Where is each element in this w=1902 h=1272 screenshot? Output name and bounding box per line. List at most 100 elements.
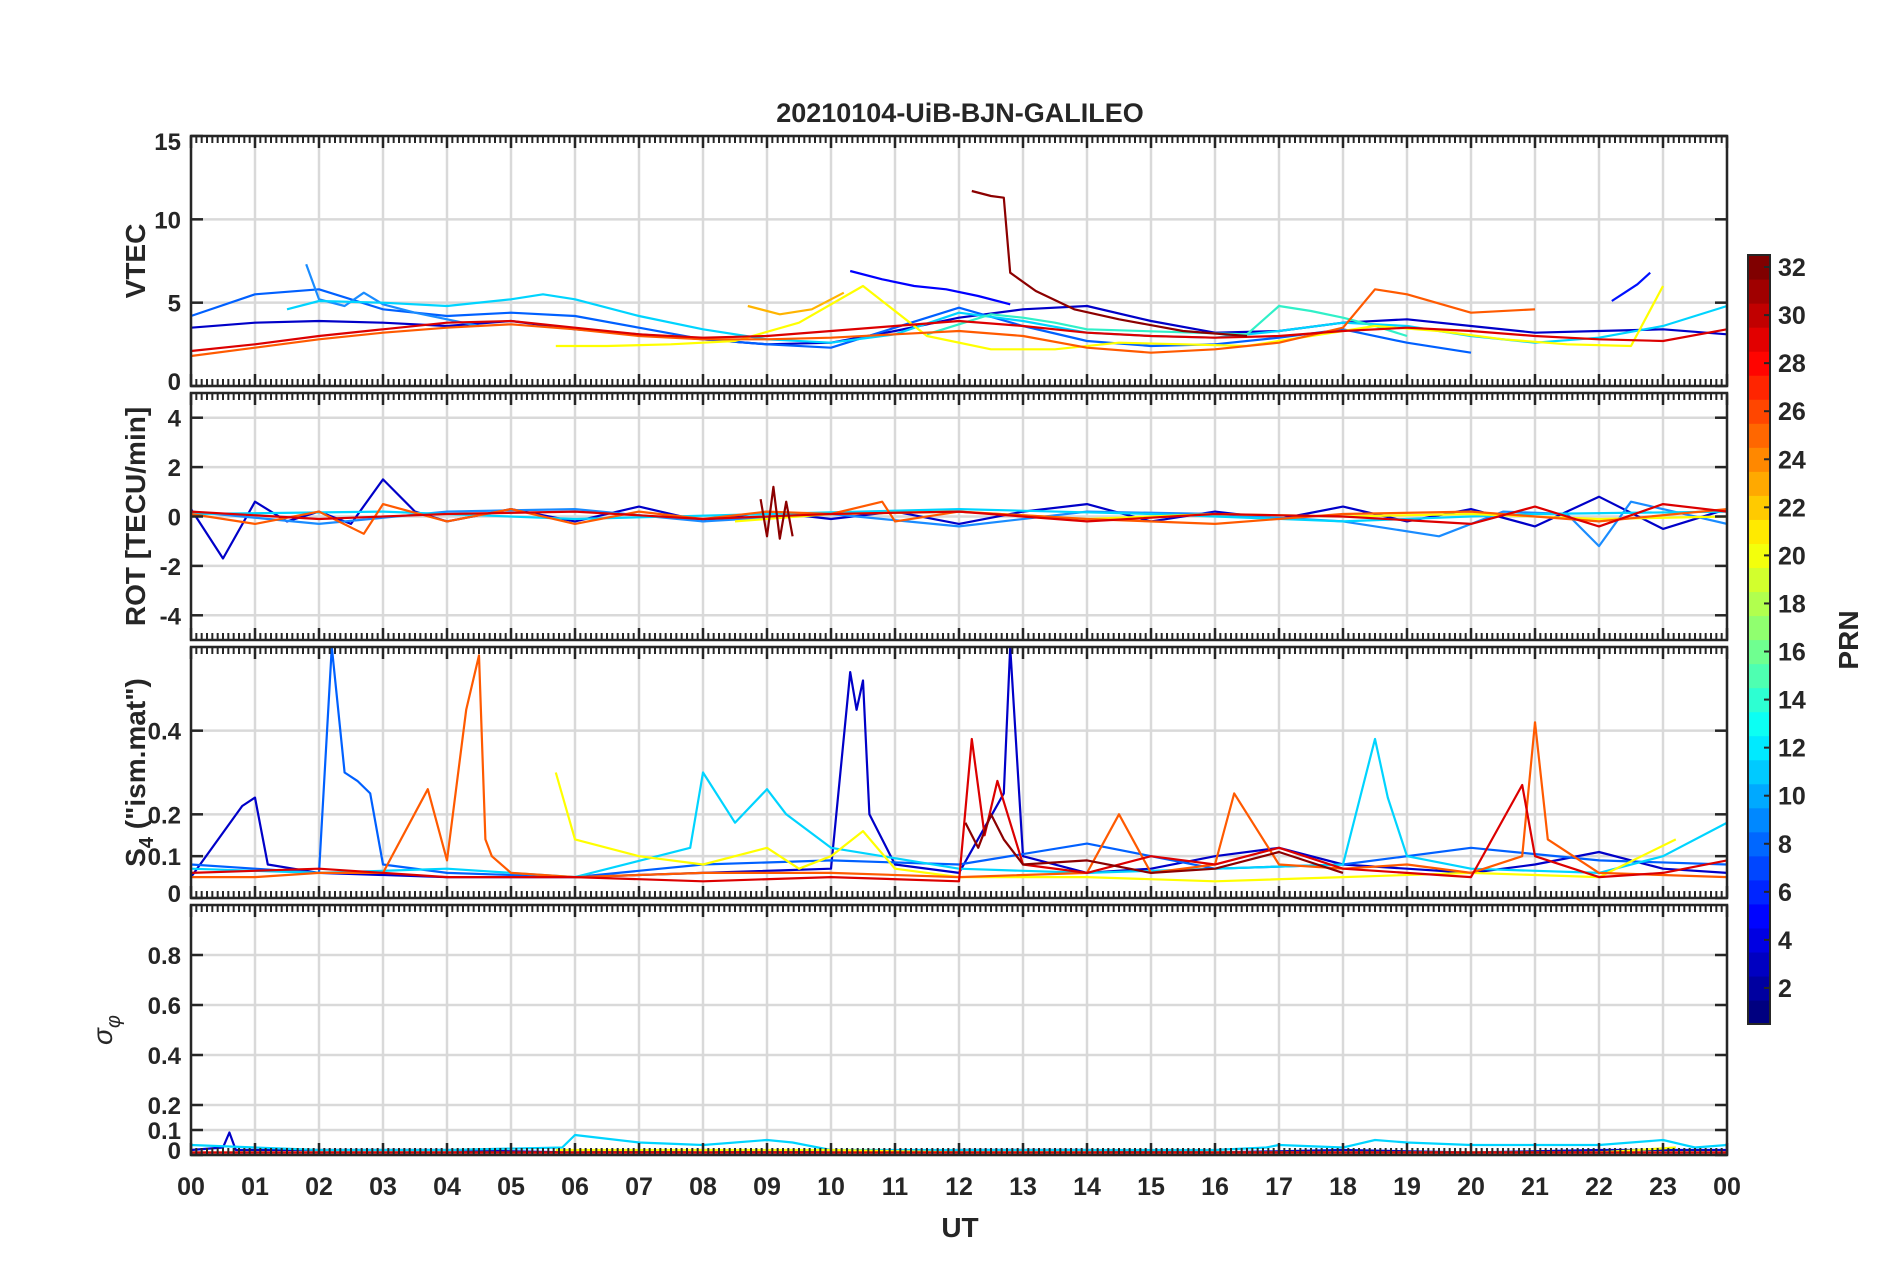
colorbar-swatch [1748,831,1770,857]
y-axis-label: ROT [TECU/min] [120,407,151,626]
x-tick-label: 04 [433,1173,461,1201]
x-tick-label: 06 [561,1173,589,1201]
series-prn-32 [971,189,1248,338]
y-tick-label: -4 [160,603,182,630]
x-axis-label: UT [941,1212,978,1243]
colorbar-swatch [1748,735,1770,761]
colorbar-swatch [1748,519,1770,544]
grid [189,905,1729,1157]
y-axis-label: VTEC [120,224,151,299]
x-tick-label: 15 [1137,1173,1165,1201]
series-prn-8 [191,500,1727,548]
y-tick-label: 0 [168,881,181,908]
colorbar-tick-label: 30 [1778,302,1806,330]
x-tick-label: 08 [689,1173,717,1201]
series-prn-6 [191,288,1472,354]
y-tick-label: -2 [160,554,181,581]
y-ticks: -4 -2 0 2 4 [160,406,1727,630]
series-prn-25 [191,288,1536,358]
colorbar-tick-label: 20 [1778,542,1806,570]
y-tick-label: 10 [154,207,181,234]
x-tick-label: 23 [1649,1173,1677,1201]
x-tick-label: 22 [1585,1173,1613,1201]
y-axis-label: σφ [87,1015,125,1045]
y-tick-label: 0.2 [148,802,181,829]
colorbar-swatch [1748,279,1770,304]
x-ticks [189,905,1729,1155]
colorbar-tick-label: 16 [1778,639,1806,667]
colorbar-tick-label: 24 [1778,446,1806,474]
colorbar-swatch [1748,855,1770,881]
series-prn-20 [554,772,1677,883]
series-prn-30 [191,319,1727,353]
colorbar-swatch [1748,471,1770,496]
colorbar-label: PRN [1833,610,1864,669]
series-prn-30 [191,737,1727,883]
series-prn-22 [747,291,845,316]
x-tick-label: 21 [1521,1173,1549,1201]
colorbar-swatch [1748,927,1770,953]
colorbar-swatch [1748,327,1770,352]
colorbar-swatch [1748,903,1770,929]
x-tick-label: 02 [305,1173,333,1201]
y-tick-label: 5 [168,291,181,318]
x-tick-label: 13 [1009,1173,1037,1201]
colorbar-tick-label: 32 [1778,254,1806,282]
series-prn-30 [191,503,1727,528]
colorbar-tick-label: 22 [1778,494,1806,522]
y-tick-label: 0.6 [148,993,181,1020]
x-tick-label: 11 [882,1173,909,1201]
colorbar-swatch [1748,447,1770,472]
series-prn-32 [964,813,1344,874]
y-tick-label: 0.1 [148,1118,181,1145]
colorbar-swatch [1748,639,1770,665]
x-tick-label: 09 [753,1173,781,1201]
colorbar-swatch [1748,999,1770,1025]
series-prn-20 [555,284,1664,351]
colorbar-swatch [1748,879,1770,905]
y-ticks: 0 0.1 0.2 0.4 [148,719,1727,908]
y-tick-label: 0.8 [148,943,181,970]
series-group [191,478,1727,560]
colorbar-tick-label: 8 [1778,831,1792,859]
y-tick-label: 0.4 [148,1043,182,1070]
x-tick-label: 17 [1265,1173,1293,1201]
colorbar-swatch [1748,783,1770,809]
x-tick-label: 07 [625,1173,653,1201]
colorbar-swatch [1748,591,1770,617]
colorbar-tick-label: 4 [1778,927,1792,955]
panel-3: 0 0.1 0.2 0.4S4 ("ism.mat") [120,645,1729,908]
x-tick-label: 20 [1457,1173,1485,1201]
colorbar-tick-label: 2 [1778,975,1792,1003]
y-tick-label: 0 [168,505,181,532]
y-tick-label: 2 [168,455,181,482]
colorbar-tick-label: 26 [1778,398,1806,426]
colorbar-swatch [1748,351,1770,376]
panel-1: 0 5 10 15 VTEC [120,129,1729,396]
y-tick-label: 15 [154,129,181,156]
colorbar-swatch [1748,303,1770,328]
y-tick-label: 4 [168,406,182,433]
colorbar-swatch [1748,423,1770,448]
x-ticks [189,393,1729,640]
series-prn-2 [191,304,1727,346]
x-tick-label: 10 [817,1173,845,1201]
series-group [191,189,1727,358]
colorbar-swatch [1748,951,1770,977]
colorbar-swatch [1748,495,1770,520]
colorbar-swatch [1748,663,1770,689]
y-tick-label: 0.4 [148,719,182,746]
colorbar-tick-label: 6 [1778,879,1792,907]
series-prn-14 [926,304,1408,338]
y-tick-label: 0.1 [148,844,181,871]
colorbar-swatch [1748,255,1770,280]
colorbar-swatch [1748,759,1770,785]
colorbar-tick-label: 12 [1778,735,1806,763]
colorbar-swatch [1748,399,1770,424]
x-tick-label: 03 [369,1173,397,1201]
y-tick-label: 0.2 [148,1093,181,1120]
colorbar-swatch [1748,975,1770,1001]
y-tick-label: 0 [168,369,181,396]
y-axis-label: S4 ("ism.mat") [120,678,158,867]
